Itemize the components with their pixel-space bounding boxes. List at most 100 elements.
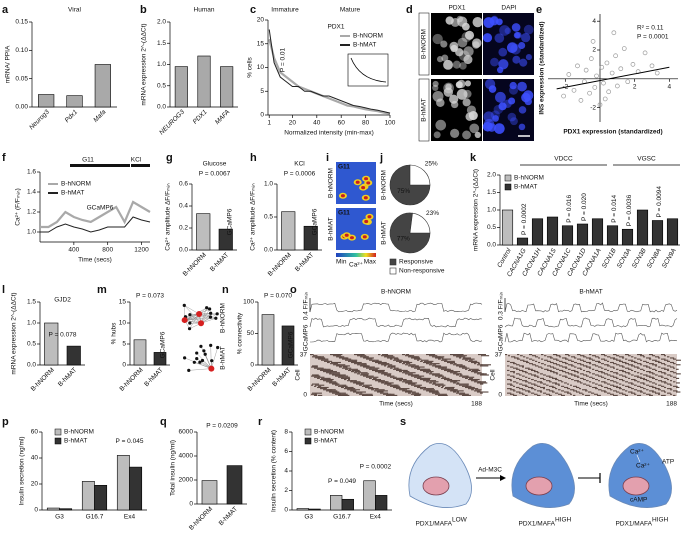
spike [411, 393, 421, 395]
spike [480, 392, 483, 394]
y-tick-label: 0 [498, 392, 502, 399]
spike [616, 359, 621, 361]
spike [583, 360, 587, 362]
spike [465, 359, 468, 361]
point [597, 102, 603, 108]
bar [546, 216, 559, 246]
y-tick-label: 5 [260, 88, 264, 95]
spike [429, 355, 434, 357]
nucleus [422, 476, 450, 496]
spike [420, 369, 426, 372]
spike [411, 384, 416, 386]
spike [454, 381, 458, 383]
spike [510, 366, 514, 368]
spike [384, 383, 391, 385]
nucleus [494, 33, 505, 43]
spike [574, 361, 578, 364]
spike [408, 365, 412, 367]
spike [471, 380, 476, 382]
spike [628, 377, 631, 379]
spike [445, 359, 448, 361]
spike [477, 382, 486, 384]
spike [589, 381, 592, 383]
spike [661, 385, 665, 387]
p-value: P = 0.0036 [626, 194, 633, 226]
panel-label: l [2, 284, 5, 296]
node [199, 344, 203, 348]
spike [442, 385, 445, 387]
spike [457, 382, 460, 384]
nucleus [450, 100, 459, 109]
spike [676, 377, 680, 379]
scale-label: Max [364, 259, 377, 266]
spike [522, 371, 527, 373]
y-tick-label: 1.0 [27, 229, 36, 236]
spike [351, 389, 360, 391]
spike [516, 386, 520, 389]
spike [362, 394, 369, 396]
spike [546, 384, 549, 386]
spike [634, 357, 637, 359]
spike [604, 355, 607, 357]
spike [655, 378, 658, 381]
edge [184, 316, 211, 321]
spike [579, 392, 583, 394]
spike [314, 385, 317, 387]
spike [534, 375, 539, 377]
spike [322, 358, 329, 360]
spike [595, 383, 598, 385]
column-title: B-hMAT [579, 289, 602, 296]
spike [411, 357, 420, 359]
x-tick-label: 40 [313, 120, 321, 127]
spike [435, 384, 440, 386]
spike [634, 366, 639, 368]
spike [329, 391, 338, 393]
spike [649, 363, 654, 365]
spike [462, 394, 469, 396]
spike [637, 394, 642, 396]
spike [519, 383, 523, 385]
point [630, 62, 636, 67]
annotation: P = 0.01 [280, 47, 287, 72]
spike [320, 369, 329, 372]
spike [586, 384, 590, 386]
spike [565, 367, 568, 369]
spike [541, 363, 544, 365]
spike [427, 380, 437, 382]
y-tick-label: 0 [34, 507, 38, 514]
x-tick-label: 20 [289, 120, 297, 127]
spike [622, 361, 627, 364]
spike [441, 386, 444, 389]
spike [610, 375, 615, 377]
hotspot [367, 215, 372, 219]
spike [409, 391, 416, 393]
y-tick-label: 100 [243, 299, 254, 306]
panel-label: k [470, 152, 477, 164]
spike [673, 381, 676, 383]
spike [366, 376, 371, 378]
spike [339, 366, 342, 368]
value-label: 23% [426, 210, 439, 217]
trace [504, 332, 678, 343]
point [583, 67, 589, 73]
spike [622, 366, 625, 368]
spike [670, 371, 674, 373]
y-tick-label: 20 [257, 17, 265, 24]
spike [373, 377, 377, 379]
spike [559, 365, 563, 367]
p-value: P = 0.049 [328, 478, 356, 485]
spike [332, 392, 341, 394]
bar [220, 66, 234, 108]
spike [549, 381, 552, 383]
spike [519, 369, 524, 372]
nucleus [488, 85, 497, 93]
spike [450, 363, 454, 365]
spike [453, 373, 461, 375]
spike [378, 363, 387, 365]
bar [174, 66, 188, 108]
nucleus [443, 59, 453, 70]
spike [511, 356, 516, 358]
bar [281, 211, 296, 251]
spike [537, 376, 540, 378]
legend-swatch [504, 174, 512, 182]
